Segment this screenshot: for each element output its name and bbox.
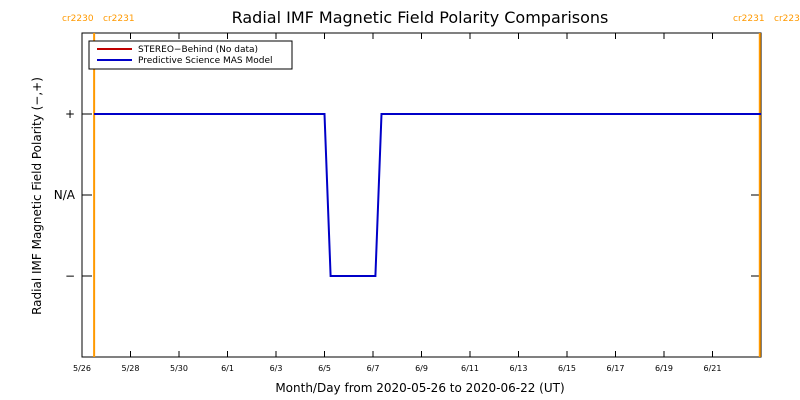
y-tick-label: −: [65, 269, 75, 283]
plot-area: 5/26 5/28 5/30 6/1 6/3 6/5 6/7 6/9 6/11 6/13 6/15 6…: [54, 14, 800, 373]
x-tick-label: 6/13: [510, 364, 528, 373]
x-tick-label: 6/17: [607, 364, 625, 373]
y-tick-label: N/A: [54, 188, 76, 202]
x-tick-label: 6/3: [270, 364, 283, 373]
series-line: [94, 113, 761, 277]
legend-entry-label: Predictive Science MAS Model: [138, 56, 273, 66]
chart-title: Radial IMF Magnetic Field Polarity Compa…: [232, 8, 609, 27]
legend-box: [88, 40, 293, 70]
x-tick-label: 6/5: [318, 364, 331, 373]
legend-entry-label: STEREO−Behind (No data): [138, 45, 258, 55]
plot-frame: [81, 32, 762, 358]
carrington-label: cr2230: [62, 14, 94, 24]
x-tick-label: 6/19: [655, 364, 673, 373]
x-tick-label: 5/26: [73, 364, 91, 373]
x-tick-label: 6/15: [558, 364, 576, 373]
carrington-label: cr2231: [733, 14, 765, 24]
y-tick-label: +: [65, 107, 75, 121]
x-tick-label: 5/28: [122, 364, 140, 373]
y-axis-label: Radial IMF Magnetic Field Polarity (−,+): [30, 77, 44, 315]
x-tick-label: 5/30: [170, 364, 188, 373]
x-tick-label: 6/11: [461, 364, 479, 373]
carrington-label: cr2232: [774, 14, 800, 24]
x-tick-label: 6/9: [415, 364, 428, 373]
x-axis-label: Month/Day from 2020-05-26 to 2020-06-22 …: [275, 381, 564, 395]
x-tick-label: 6/21: [704, 364, 722, 373]
x-tick-label: 6/1: [221, 364, 234, 373]
carrington-label: cr2231: [103, 14, 135, 24]
x-tick-label: 6/7: [367, 364, 380, 373]
